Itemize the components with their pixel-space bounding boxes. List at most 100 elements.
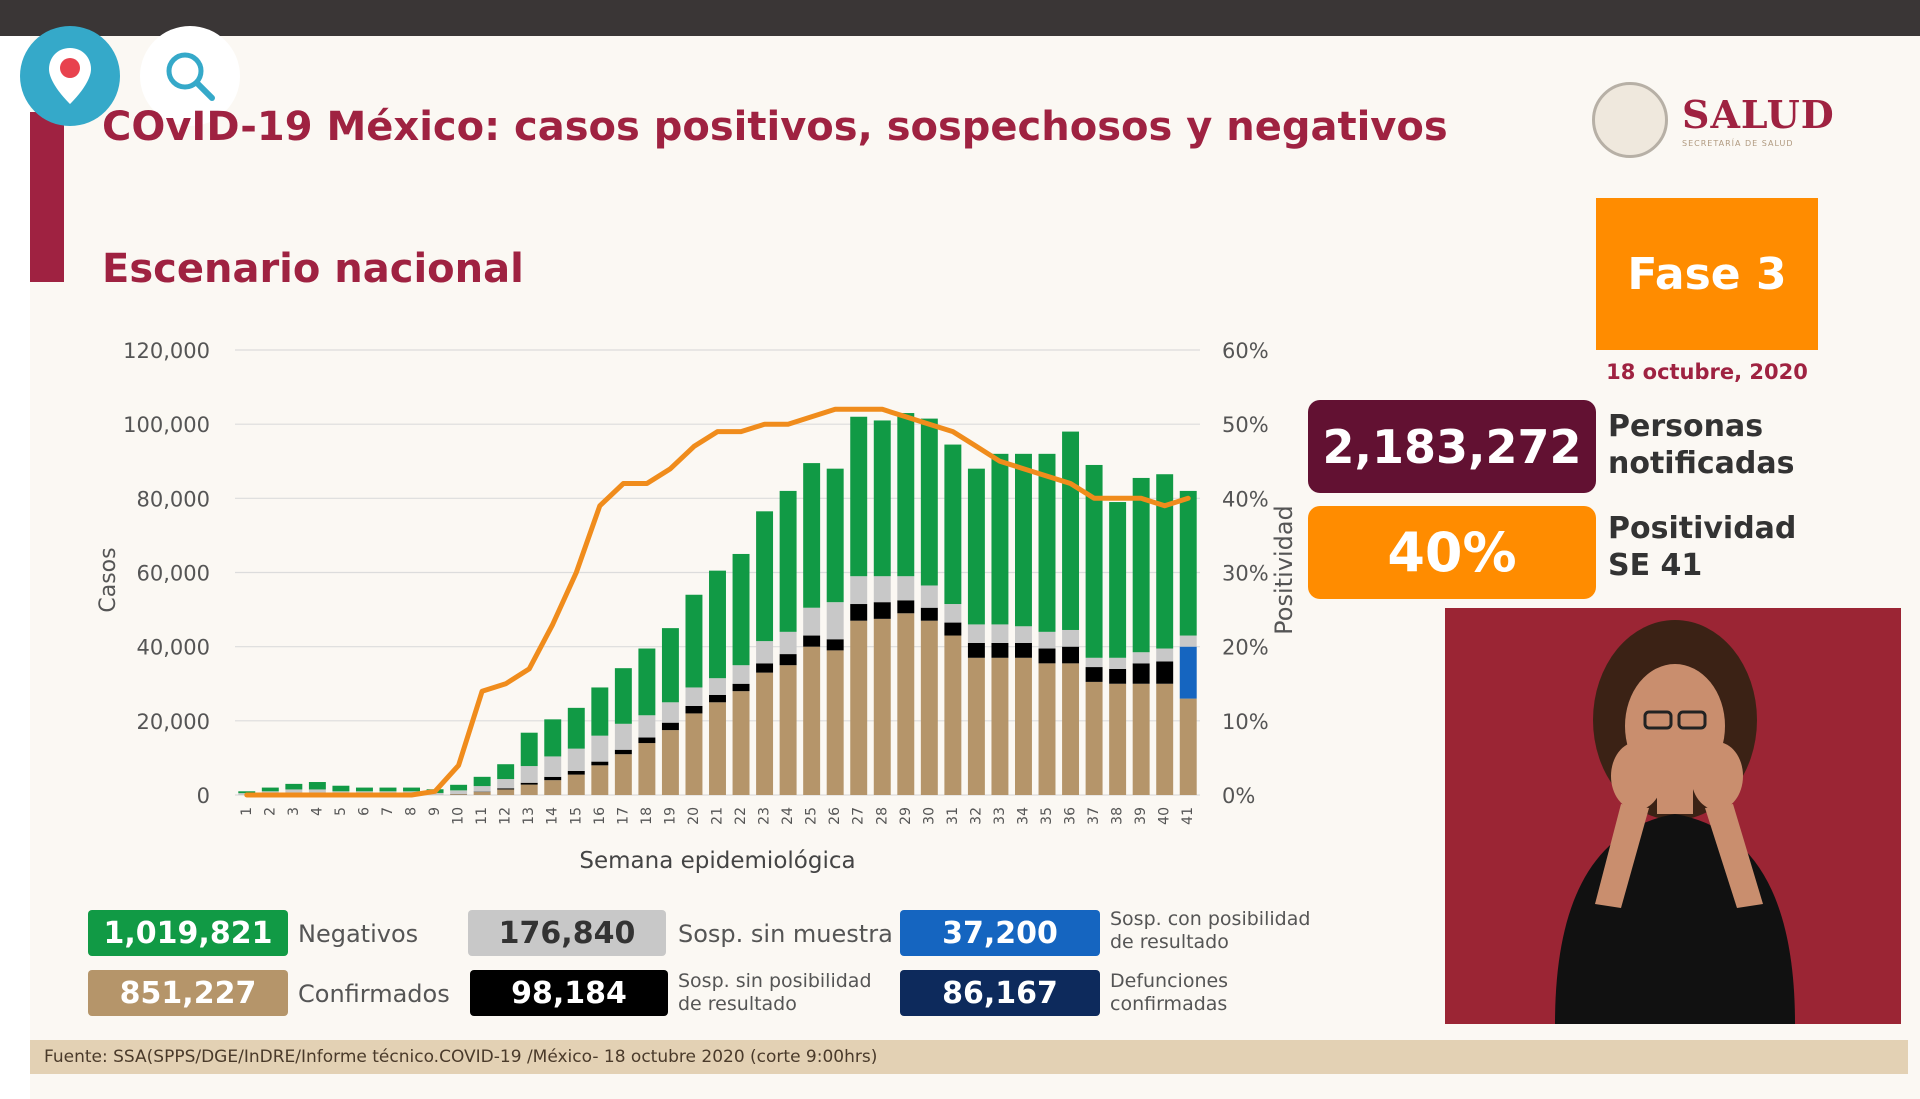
- bar-negativos: [1038, 453, 1056, 632]
- x-tick-label: 4: [309, 807, 325, 816]
- y-tick-label: 0: [197, 784, 210, 808]
- bar-sosp-sin-posibilidad: [544, 776, 562, 781]
- bar-negativos: [379, 787, 397, 792]
- x-tick-label: 34: [1015, 807, 1031, 825]
- y-axis-title: Casos: [96, 547, 121, 612]
- bar-sosp-sin-posibilidad: [756, 663, 774, 673]
- bar-confirmados: [873, 618, 891, 795]
- bar-negativos: [355, 787, 373, 792]
- bar-negativos: [803, 463, 821, 608]
- x-tick-label: 15: [568, 807, 584, 825]
- bar-sosp-sin-posibilidad: [850, 604, 868, 621]
- bar-negativos: [403, 787, 420, 792]
- source-footer: Fuente: SSA(SPPS/DGE/InDRE/Informe técni…: [30, 1040, 1908, 1074]
- bar-confirmados: [614, 754, 632, 795]
- bar-negativos: [308, 782, 326, 790]
- bar-sosp-sin-posibilidad: [638, 737, 656, 744]
- bar-sosp-sin-muestra: [850, 576, 868, 605]
- x-tick-label: 40: [1157, 807, 1173, 825]
- bar-sosp-sin-muestra: [1109, 657, 1127, 669]
- bar-negativos: [967, 468, 985, 625]
- bar-sosp-sin-muestra: [1062, 629, 1080, 647]
- bar-sosp-sin-muestra: [520, 766, 538, 783]
- positivity-label-line2: SE 41: [1608, 548, 1703, 583]
- bar-sosp-sin-posibilidad: [685, 706, 703, 714]
- bar-sosp-sin-muestra: [732, 665, 750, 684]
- bar-confirmados: [520, 784, 538, 795]
- y2-tick-label: 20%: [1222, 636, 1269, 660]
- location-pin-button[interactable]: [20, 26, 120, 126]
- bar-sosp-sin-posibilidad: [732, 683, 750, 692]
- bar-negativos: [920, 418, 938, 586]
- x-tick-label: 12: [498, 807, 514, 825]
- bar-confirmados: [450, 794, 468, 795]
- x-tick-label: 8: [404, 807, 420, 816]
- bar-sosp-sin-muestra: [1085, 657, 1103, 668]
- x-tick-label: 21: [710, 807, 726, 825]
- x-tick-label: 37: [1086, 807, 1102, 825]
- legend-confirmados-value: 851,227: [88, 970, 288, 1016]
- bar-sosp-sin-muestra: [803, 607, 821, 636]
- bar-negativos: [897, 413, 915, 577]
- bar-confirmados: [661, 730, 679, 795]
- x-tick-label: 7: [380, 807, 396, 816]
- bar-negativos: [497, 764, 515, 780]
- y-tick-label: 120,000: [123, 339, 210, 363]
- search-button[interactable]: [140, 26, 240, 126]
- x-tick-label: 14: [545, 807, 561, 825]
- x-tick-label: 29: [898, 807, 914, 825]
- bar-sosp-sin-muestra: [544, 756, 562, 777]
- bar-negativos: [638, 648, 656, 716]
- bar-sosp-sin-muestra: [426, 792, 444, 795]
- x-tick-label: 13: [521, 807, 537, 825]
- x-tick-label: 20: [686, 807, 702, 825]
- bar-negativos: [332, 785, 350, 792]
- legend-sosp-con-posibilidad-line1: Sosp. con posibilidad: [1110, 908, 1311, 930]
- y2-tick-label: 10%: [1222, 710, 1269, 734]
- x-tick-label: 35: [1039, 807, 1055, 825]
- page-title: COvID-19 México: casos positivos, sospec…: [102, 104, 1448, 150]
- bar-sosp-sin-posibilidad: [779, 654, 797, 666]
- legend-sosp-sin-posibilidad-value: 98,184: [470, 970, 668, 1016]
- y-tick-label: 20,000: [137, 710, 210, 734]
- y2-tick-label: 60%: [1222, 339, 1269, 363]
- bar-negativos: [709, 570, 726, 679]
- bar-sosp-sin-posibilidad: [1038, 648, 1056, 664]
- y2-tick-label: 40%: [1222, 487, 1269, 511]
- bar-sosp-sin-muestra: [826, 602, 844, 640]
- x-tick-label: 1: [239, 807, 255, 816]
- bar-negativos: [238, 791, 256, 794]
- bar-sosp-sin-muestra: [638, 715, 656, 738]
- legend-negativos-label: Negativos: [298, 920, 419, 948]
- notified-label-line1: Personas: [1608, 409, 1764, 444]
- bar-sosp-sin-posibilidad: [873, 602, 891, 619]
- bar-confirmados: [638, 743, 656, 795]
- x-tick-label: 16: [592, 807, 608, 825]
- salud-logo: SALUD SECRETARÍA DE SALUD: [1592, 82, 1835, 158]
- bar-negativos: [991, 453, 1009, 625]
- x-tick-label: 6: [356, 807, 372, 816]
- bar-negativos: [473, 776, 491, 787]
- positivity-line: [244, 406, 1191, 798]
- x-tick-label: 28: [874, 807, 890, 825]
- bar-sosp-con-posibilidad: [1179, 646, 1197, 699]
- bar-sosp-sin-posibilidad: [497, 788, 515, 790]
- bar-negativos: [450, 784, 468, 791]
- bar-negativos: [1109, 502, 1127, 658]
- logo-subtitle: SECRETARÍA DE SALUD: [1682, 139, 1794, 148]
- bar-sosp-sin-posibilidad: [1109, 668, 1127, 684]
- bar-sosp-sin-posibilidad: [1062, 646, 1080, 664]
- x-tick-label: 23: [757, 807, 773, 825]
- bar-confirmados: [944, 635, 962, 795]
- y2-tick-label: 30%: [1222, 562, 1269, 586]
- video-top-bar: [0, 0, 1920, 36]
- bar-negativos: [779, 490, 797, 632]
- chart-positivity-line: [244, 406, 1191, 798]
- bar-sosp-sin-muestra: [567, 748, 585, 771]
- bar-negativos: [873, 420, 891, 577]
- legend-sosp-con-posibilidad-label: Sosp. con posibilidad de resultado: [1110, 908, 1310, 954]
- sign-language-interpreter-video: [1445, 608, 1901, 1024]
- bar-confirmados: [779, 665, 797, 795]
- bar-negativos: [520, 732, 538, 767]
- bar-negativos: [850, 416, 868, 577]
